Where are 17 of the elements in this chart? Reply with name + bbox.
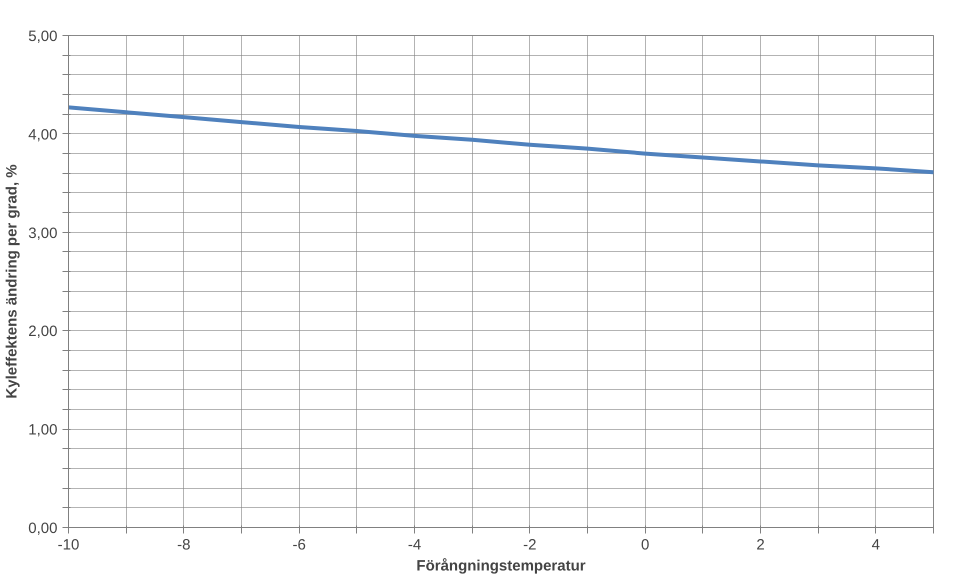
- y-tick-label: 1,00: [28, 422, 58, 439]
- y-tick-label: 5,00: [28, 28, 58, 45]
- x-tick-label: -2: [523, 536, 537, 554]
- x-axis-title: Förångningstemperatur: [416, 558, 586, 574]
- y-tick-label: 0,00: [28, 520, 58, 537]
- y-tick-label: 3,00: [28, 224, 58, 242]
- y-tick-label: 4,00: [28, 126, 58, 144]
- x-tick-label: 2: [756, 536, 765, 554]
- y-tick-label: 2,00: [28, 323, 58, 340]
- x-tick-label: -6: [292, 536, 306, 554]
- x-tick-label: -4: [408, 536, 422, 554]
- x-tick-label: -10: [58, 536, 80, 554]
- x-tick-label: -8: [177, 536, 191, 554]
- line-series: [68, 105, 934, 174]
- x-tick-label: 4: [872, 536, 880, 554]
- y-axis-title: Kyleffektens ändring per grad, %: [3, 164, 20, 399]
- x-tick-label: 0: [640, 536, 650, 554]
